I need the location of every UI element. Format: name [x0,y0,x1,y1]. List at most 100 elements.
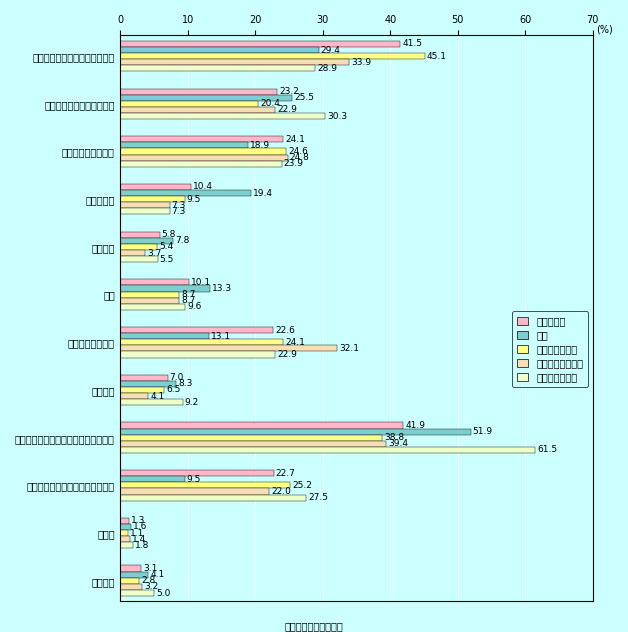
Bar [121,291,179,298]
Bar [121,238,173,244]
Bar [121,327,273,333]
Text: 10.1: 10.1 [191,278,211,287]
Text: 61.5: 61.5 [538,446,558,454]
Text: 18.9: 18.9 [250,141,270,150]
Text: 22.0: 22.0 [271,487,291,496]
Text: 7.0: 7.0 [170,374,184,382]
Text: 33.9: 33.9 [351,58,371,67]
Text: 41.5: 41.5 [403,39,423,49]
Bar [121,571,148,578]
Bar [121,470,274,477]
Bar [121,495,306,501]
Text: 5.5: 5.5 [160,255,174,264]
Text: 1.6: 1.6 [133,523,148,532]
Text: 22.7: 22.7 [276,469,296,478]
Bar [121,333,209,339]
Bar [121,209,170,214]
Text: 7.8: 7.8 [175,236,190,245]
Text: 7.3: 7.3 [171,207,186,216]
Text: 9.5: 9.5 [187,195,201,204]
Text: 24.1: 24.1 [285,337,305,347]
Bar [121,393,148,399]
Bar [121,375,168,381]
Bar [121,41,401,47]
Bar [121,107,275,113]
Bar [121,578,139,584]
Bar [121,482,291,489]
Bar [121,435,382,441]
Text: 4.1: 4.1 [150,392,165,401]
Bar [121,298,179,304]
Bar [121,53,425,59]
Bar [121,244,157,250]
Bar [121,196,185,202]
Text: 27.5: 27.5 [308,493,328,502]
Text: 8.3: 8.3 [178,379,193,389]
Text: 13.3: 13.3 [212,284,232,293]
Bar [121,422,403,428]
Text: 38.8: 38.8 [384,433,404,442]
Bar [121,530,128,536]
Bar [121,477,185,482]
Text: 郵政省資料により作成: 郵政省資料により作成 [284,621,344,631]
Bar [121,441,386,447]
Text: 13.1: 13.1 [211,332,231,341]
Text: 7.3: 7.3 [171,201,186,210]
Text: 24.6: 24.6 [288,147,308,156]
Text: 5.0: 5.0 [156,588,171,597]
Bar [121,387,165,393]
Bar [121,345,337,351]
Bar [121,59,349,65]
Text: 28.9: 28.9 [318,64,337,73]
Bar [121,184,191,190]
Text: 19.4: 19.4 [253,188,273,198]
Bar [121,113,325,119]
Text: 2.8: 2.8 [141,576,156,585]
Text: 23.2: 23.2 [279,87,299,96]
Bar [121,428,470,435]
Bar [121,351,275,358]
Text: 25.2: 25.2 [293,481,312,490]
Bar [121,339,283,345]
Text: 22.9: 22.9 [277,350,297,359]
Text: 3.2: 3.2 [144,583,158,592]
Text: 23.9: 23.9 [284,159,304,168]
Bar [121,489,269,495]
Bar [121,137,283,142]
Text: 5.8: 5.8 [161,230,176,239]
Text: 32.1: 32.1 [339,344,359,353]
Text: 25.5: 25.5 [295,93,315,102]
Text: 6.5: 6.5 [166,386,181,394]
Text: 1.1: 1.1 [130,528,144,538]
Bar [121,190,251,196]
Text: 10.4: 10.4 [193,183,213,191]
Bar [121,65,315,71]
Bar [121,161,282,167]
Text: 22.9: 22.9 [277,106,297,114]
Text: 45.1: 45.1 [427,52,447,61]
Bar [121,231,160,238]
Bar [121,518,129,524]
Text: 3.1: 3.1 [143,564,158,573]
Bar [121,250,146,256]
Text: 9.5: 9.5 [187,475,201,483]
Bar [121,95,293,100]
Bar [121,536,130,542]
Text: 1.3: 1.3 [131,516,146,525]
Text: (%): (%) [596,25,613,35]
Text: 1.8: 1.8 [134,541,149,550]
Text: 29.4: 29.4 [321,46,341,54]
Text: 9.2: 9.2 [185,398,199,407]
Bar [121,256,158,262]
Text: 30.3: 30.3 [327,112,347,121]
Text: 51.9: 51.9 [473,427,493,436]
Bar [121,88,277,95]
Bar [121,399,183,405]
Bar [121,381,176,387]
Text: 5.4: 5.4 [159,243,173,252]
Legend: 回答者全体, 学生, 会社員・公務員, 会社役員・自営業, 専門職・教職員: 回答者全体, 学生, 会社員・公務員, 会社役員・自営業, 専門職・教職員 [512,312,588,387]
Text: 39.4: 39.4 [388,439,408,448]
Text: 22.6: 22.6 [275,325,295,334]
Bar [121,279,188,286]
Bar [121,590,154,596]
